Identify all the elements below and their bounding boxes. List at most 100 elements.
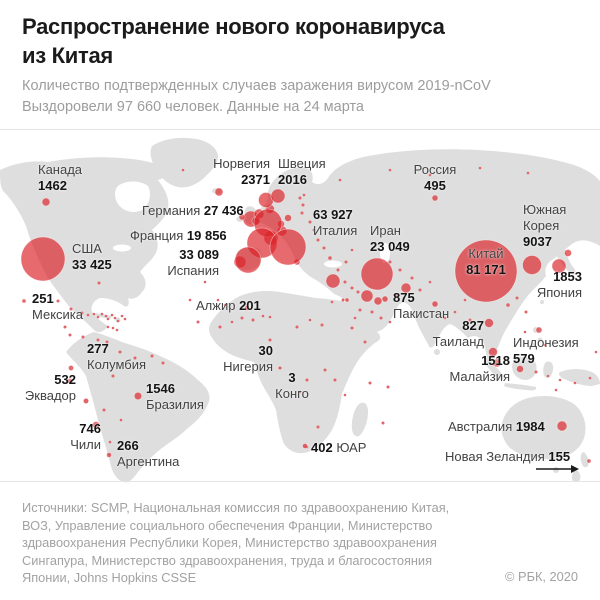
case-dot: [524, 310, 528, 314]
case-dot: [515, 296, 519, 300]
label-country: Россия: [413, 162, 457, 177]
case-dot: [298, 196, 302, 200]
landmass-sulawesi: [543, 361, 554, 379]
label-value: 2016: [278, 172, 307, 187]
case-dot: [80, 311, 84, 315]
case-dot: [106, 325, 110, 329]
case-dot: [111, 326, 115, 330]
map-label: 266 Аргентина: [117, 438, 179, 470]
case-dot: [305, 378, 309, 382]
case-dot: [336, 268, 340, 272]
case-bubble: [244, 305, 250, 311]
case-dot: [133, 356, 137, 360]
case-dot: [111, 374, 115, 378]
case-dot: [150, 354, 154, 358]
case-dot: [116, 319, 120, 323]
case-dot: [268, 338, 272, 342]
case-bubble: [360, 289, 374, 303]
case-bubble: [238, 213, 246, 221]
label-country: Пакистан: [393, 306, 450, 321]
case-bubble: [298, 390, 302, 394]
case-dot: [353, 316, 357, 320]
case-dot: [388, 260, 392, 264]
landmass-philippines-3: [531, 343, 535, 347]
caspian-sea: [380, 243, 390, 263]
case-dot: [316, 238, 320, 242]
case-bubble: [484, 318, 494, 328]
case-dot: [368, 381, 372, 385]
map-label: 1853 Япония: [534, 269, 582, 301]
case-dot: [81, 335, 85, 339]
case-bubble: [586, 458, 592, 464]
label-country: ЮАР: [332, 440, 367, 455]
map-label: Германия 27 436: [142, 203, 244, 219]
label-value: 266: [117, 438, 139, 453]
case-dots-layer: [56, 166, 598, 449]
subtitle-line-1: Количество подтвержденных случаев зараже…: [22, 78, 491, 94]
case-dot: [573, 381, 577, 385]
case-dot: [100, 312, 104, 316]
map-label: Индонезия 579: [513, 335, 579, 367]
case-bubble: [431, 194, 439, 202]
label-country: Испания: [167, 263, 219, 278]
case-dot: [96, 315, 100, 319]
landmass-eurasia: [253, 149, 600, 366]
case-dot: [478, 166, 482, 170]
case-dot: [370, 310, 374, 314]
page-title: Распространение нового коронавируса из К…: [22, 12, 582, 70]
case-dot: [453, 310, 457, 314]
landmass-japan: [554, 245, 576, 275]
case-dot: [588, 376, 592, 380]
case-dot: [328, 256, 332, 260]
case-bubble: [556, 420, 568, 432]
label-country: Германия: [142, 203, 204, 218]
map-label: Южная Корея 9037: [523, 202, 566, 250]
label-country: Чили: [70, 437, 101, 452]
case-dot: [463, 298, 467, 302]
case-dot: [69, 307, 73, 311]
case-dot: [468, 318, 472, 322]
landmass-south-america: [66, 332, 210, 483]
case-bubble: [277, 365, 283, 371]
map-label: Франция 19 856: [130, 228, 227, 244]
label-value: 27 436: [203, 203, 244, 218]
case-dot: [97, 281, 101, 285]
case-dot: [443, 316, 447, 320]
label-country: Франция: [130, 228, 187, 243]
case-dot: [388, 168, 392, 172]
map-label: 33 089 Испания: [162, 247, 219, 279]
case-bubble: [488, 347, 498, 357]
case-dot: [301, 203, 305, 207]
map-label: Россия 495: [410, 162, 460, 194]
case-dot: [388, 320, 392, 324]
label-value: 2371: [241, 172, 270, 187]
landmass-borneo: [512, 356, 537, 380]
landmass-greenland: [150, 137, 219, 188]
case-bubble: [360, 257, 394, 291]
case-dot: [56, 299, 60, 303]
map-label: 402 ЮАР: [311, 440, 366, 456]
label-country: Малайзия: [449, 369, 510, 384]
case-dot: [381, 421, 385, 425]
case-dot: [118, 350, 122, 354]
case-dot: [350, 286, 354, 290]
label-country: Эквадор: [24, 388, 76, 403]
label-country: Конго: [275, 386, 309, 401]
case-dot: [268, 315, 272, 319]
landmass-madagascar: [351, 402, 368, 437]
map-label: Новая Зеландия 155: [445, 449, 570, 465]
page-subtitle: Количество подтвержденных случаев зараже…: [22, 76, 582, 118]
landmass-srilanka: [434, 349, 440, 355]
label-value: 63 927: [313, 207, 353, 222]
copyright: © РБК, 2020: [505, 569, 578, 584]
case-dot: [216, 298, 220, 302]
label-value: 3: [288, 370, 296, 385]
case-dot: [333, 378, 337, 382]
case-bubble: [214, 187, 224, 197]
map-label: Канада 1462: [38, 162, 82, 194]
case-dot: [86, 313, 90, 317]
case-dot: [308, 318, 312, 322]
nz-arrow: [536, 465, 579, 473]
map-label: 251 Мексика: [32, 291, 83, 323]
